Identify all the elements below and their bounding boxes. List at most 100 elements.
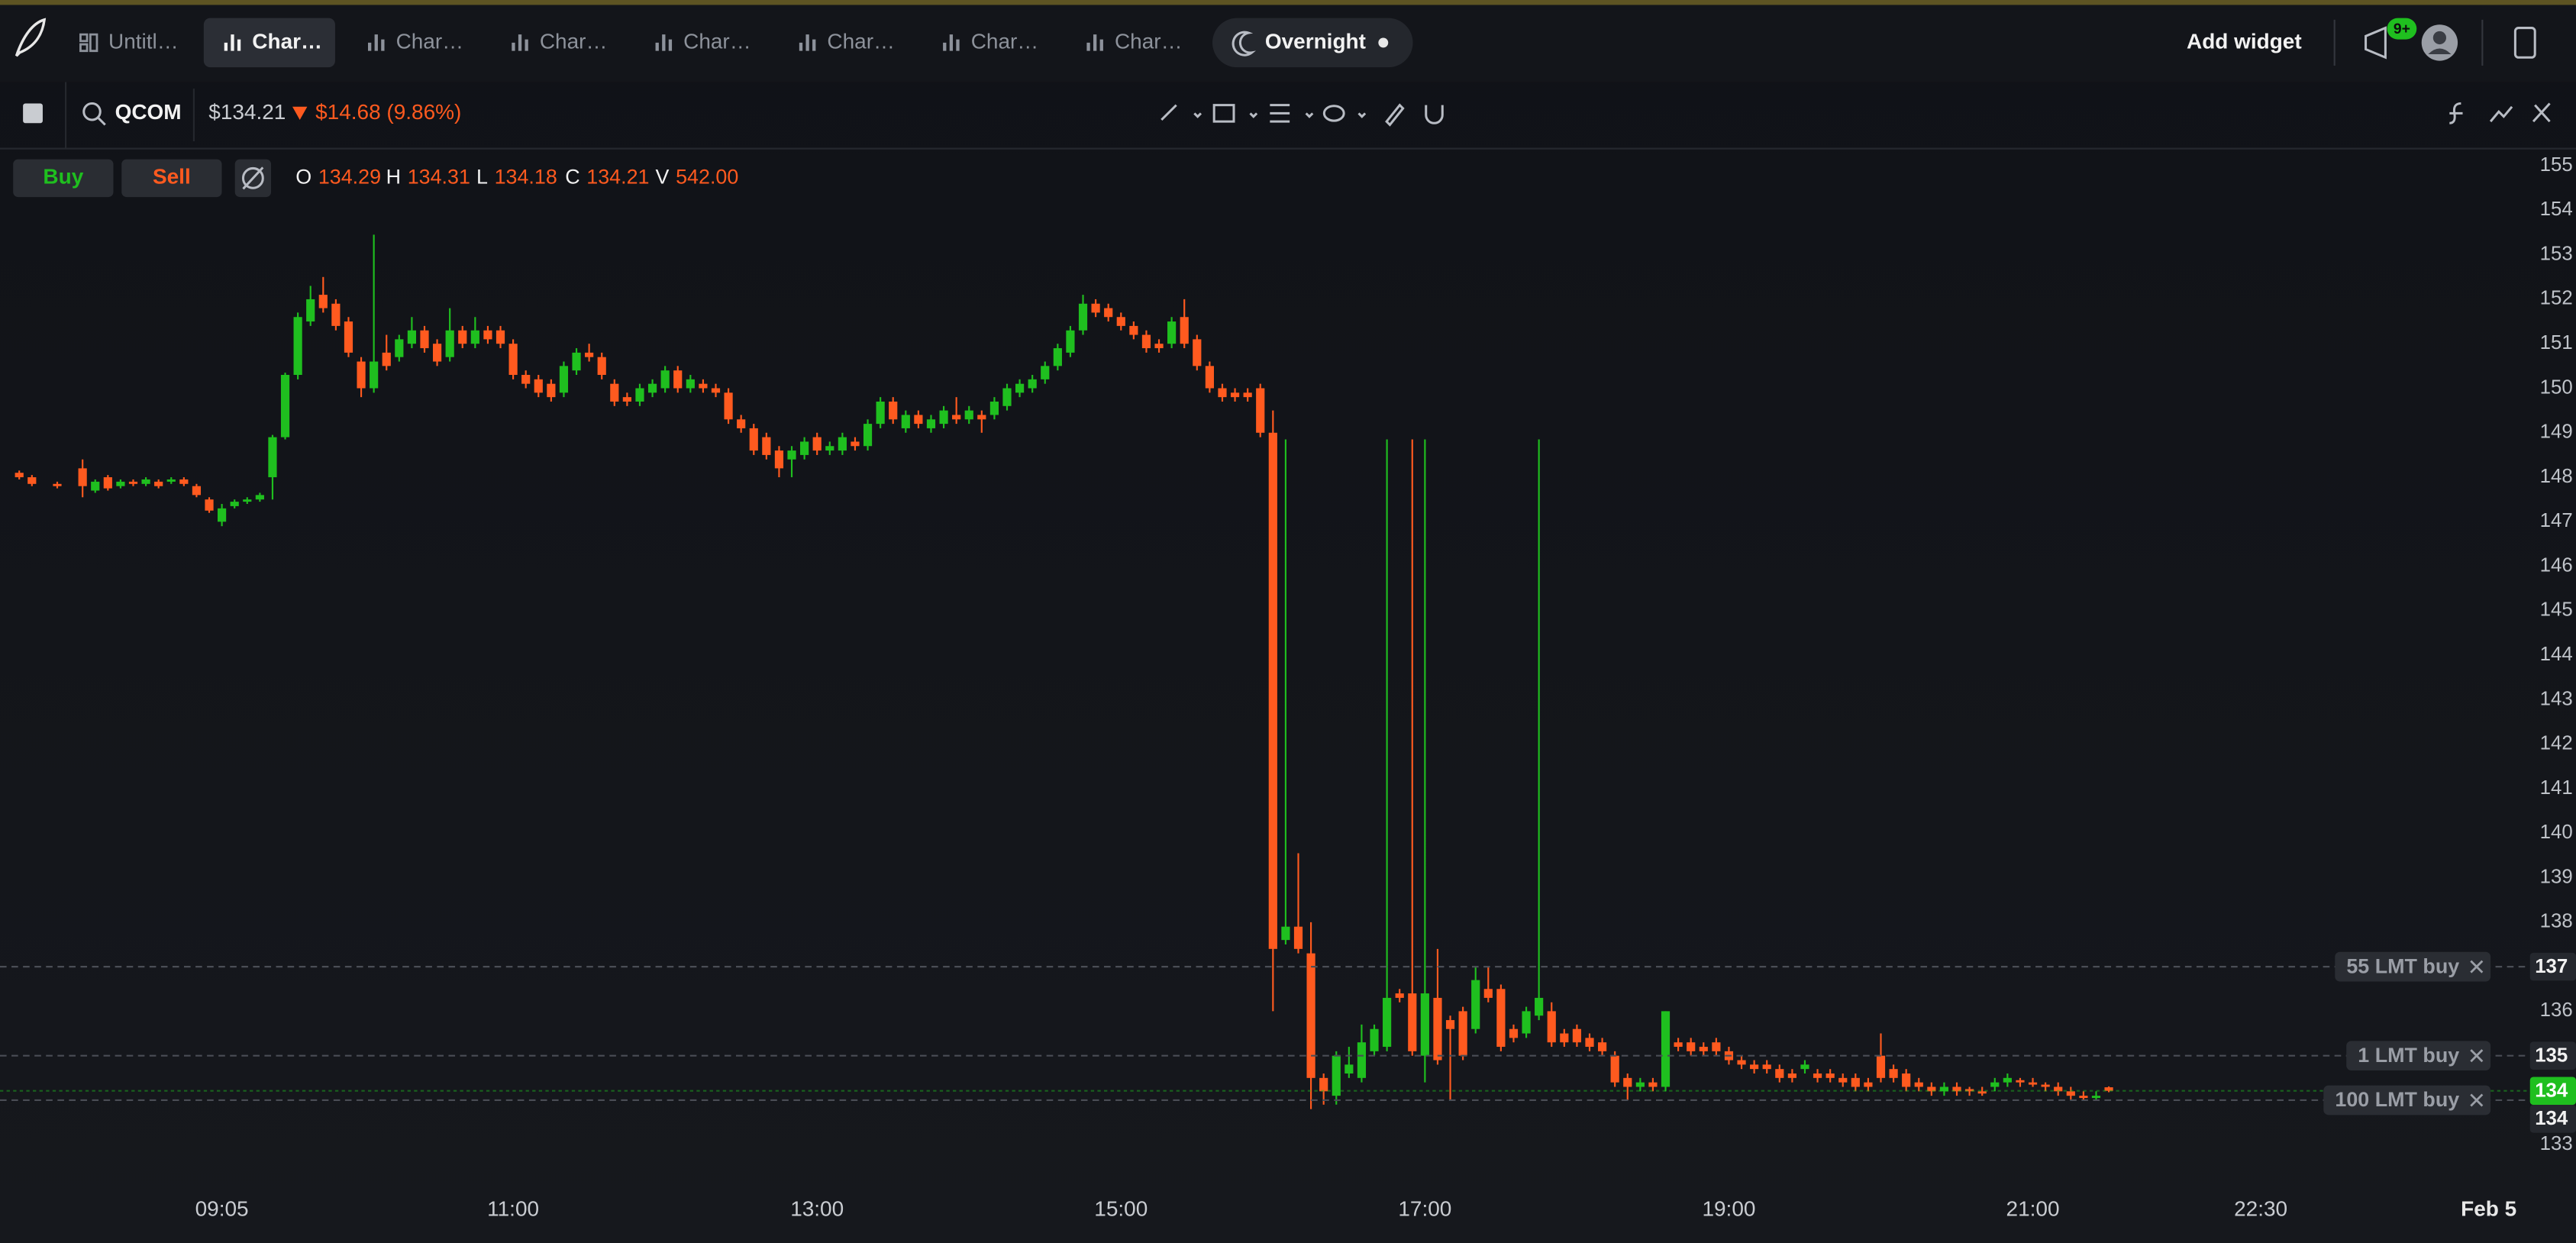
tab-label[interactable]: Char…	[252, 29, 322, 53]
candle-body	[1141, 334, 1151, 349]
candle-body	[1965, 1089, 1974, 1092]
tab-icon	[943, 34, 960, 51]
candle-body	[711, 388, 721, 393]
candle-body	[1332, 1055, 1341, 1096]
order-price-label: 137	[2535, 956, 2568, 977]
order-price-tag	[2529, 1105, 2576, 1133]
candle-body	[154, 481, 163, 486]
candle-body	[1002, 388, 1012, 406]
x-tick-label: 13:00	[790, 1196, 844, 1220]
tab-label[interactable]: Char…	[396, 29, 464, 53]
ohlc-key: C	[565, 165, 579, 188]
tab-icon	[512, 34, 528, 51]
lasso-tool[interactable]	[1322, 105, 1345, 122]
rect-tool[interactable]	[1212, 104, 1235, 123]
candle-body	[1623, 1077, 1632, 1087]
cancel-order-icon[interactable]	[2470, 1093, 2484, 1107]
candle-body	[420, 330, 429, 349]
search-icon[interactable]	[82, 102, 102, 121]
candle-body	[470, 330, 479, 344]
y-tick-label: 133	[2540, 1133, 2573, 1154]
line-tool[interactable]	[1160, 104, 1177, 121]
candle-body	[660, 370, 670, 389]
session-pill[interactable]	[1212, 18, 1413, 68]
buy-button[interactable]	[13, 159, 114, 198]
tab-label[interactable]: Char…	[1115, 29, 1183, 53]
candle-body	[205, 499, 214, 511]
fib-tool[interactable]	[1270, 104, 1290, 123]
candle-body	[1572, 1028, 1582, 1043]
avatar-head	[2432, 31, 2447, 45]
tab-label[interactable]: Untitl…	[108, 29, 179, 53]
candle-body	[1496, 989, 1506, 1048]
ohlc-key: O	[295, 165, 312, 188]
candle-body	[1281, 926, 1290, 941]
candle-body	[1813, 1074, 1822, 1078]
sell-button[interactable]	[121, 159, 222, 198]
x-tick-label: 11:00	[487, 1196, 539, 1220]
candle-body	[331, 303, 341, 326]
candle-body	[91, 481, 100, 491]
cancel-order-icon[interactable]	[2470, 1049, 2484, 1063]
candle-body	[1218, 388, 1227, 398]
ohlc-value: 134.31	[408, 165, 470, 188]
candle-body	[1129, 325, 1138, 335]
candle-body	[1952, 1086, 1961, 1092]
logo[interactable]	[15, 18, 47, 57]
candle-body	[370, 361, 379, 389]
hide-icon-slash	[242, 166, 264, 190]
candle-body	[572, 352, 581, 371]
alerts-icon[interactable]	[2365, 26, 2387, 60]
y-tick-label: 147	[2540, 510, 2573, 531]
candle-body	[1015, 383, 1025, 393]
compare-icon[interactable]	[2489, 105, 2513, 123]
candle-body	[1597, 1042, 1607, 1051]
candle-body	[686, 379, 695, 389]
tab-label[interactable]: Char…	[827, 29, 895, 53]
candle-body	[1458, 1011, 1467, 1056]
down-arrow	[292, 106, 308, 120]
active-tab[interactable]	[203, 18, 335, 68]
magnet-tool[interactable]	[1425, 105, 1444, 124]
candle-body	[1610, 1055, 1619, 1083]
candle-body	[585, 352, 594, 357]
tab-label[interactable]: Char…	[971, 29, 1039, 53]
pencil-tool[interactable]	[1385, 103, 1405, 127]
candle-body	[889, 401, 898, 420]
indicator-icon[interactable]	[2449, 102, 2463, 124]
tab-icon	[655, 34, 673, 51]
candle-body	[230, 502, 239, 506]
tab-label[interactable]: Char…	[540, 29, 608, 53]
change: $14.68 (9.86%)	[315, 100, 461, 124]
y-tick-label: 154	[2540, 199, 2573, 220]
add-widget[interactable]: Add widget	[2187, 29, 2302, 53]
candle-body	[141, 479, 150, 484]
candle-body	[1445, 1020, 1455, 1029]
candle-body	[647, 383, 657, 393]
layout-icon[interactable]	[23, 103, 43, 124]
order-label-box[interactable]	[2335, 951, 2491, 982]
symbol[interactable]: QCOM	[115, 100, 182, 124]
order-label: 100 LMT buy	[2335, 1088, 2459, 1111]
candle-body	[926, 419, 936, 428]
candle-body	[357, 361, 366, 389]
cancel-order-icon[interactable]	[2470, 960, 2484, 973]
candle-body	[1205, 366, 1214, 389]
order-label-box[interactable]	[2346, 1041, 2491, 1071]
candle-body	[939, 410, 948, 425]
y-tick-label: 142	[2540, 733, 2573, 754]
clear-icon[interactable]	[2532, 102, 2551, 123]
candle-body	[166, 479, 176, 482]
candle-body	[964, 410, 973, 420]
order-label-box[interactable]	[2323, 1085, 2491, 1115]
candle-body	[1066, 330, 1075, 353]
device-icon[interactable]	[2513, 27, 2536, 59]
drawing-tools	[1160, 102, 2551, 127]
candle-body	[318, 295, 328, 308]
tab-label[interactable]: Char…	[683, 29, 751, 53]
candle-body	[2003, 1077, 2012, 1083]
candle-body	[559, 366, 569, 393]
candle-body	[825, 446, 834, 451]
